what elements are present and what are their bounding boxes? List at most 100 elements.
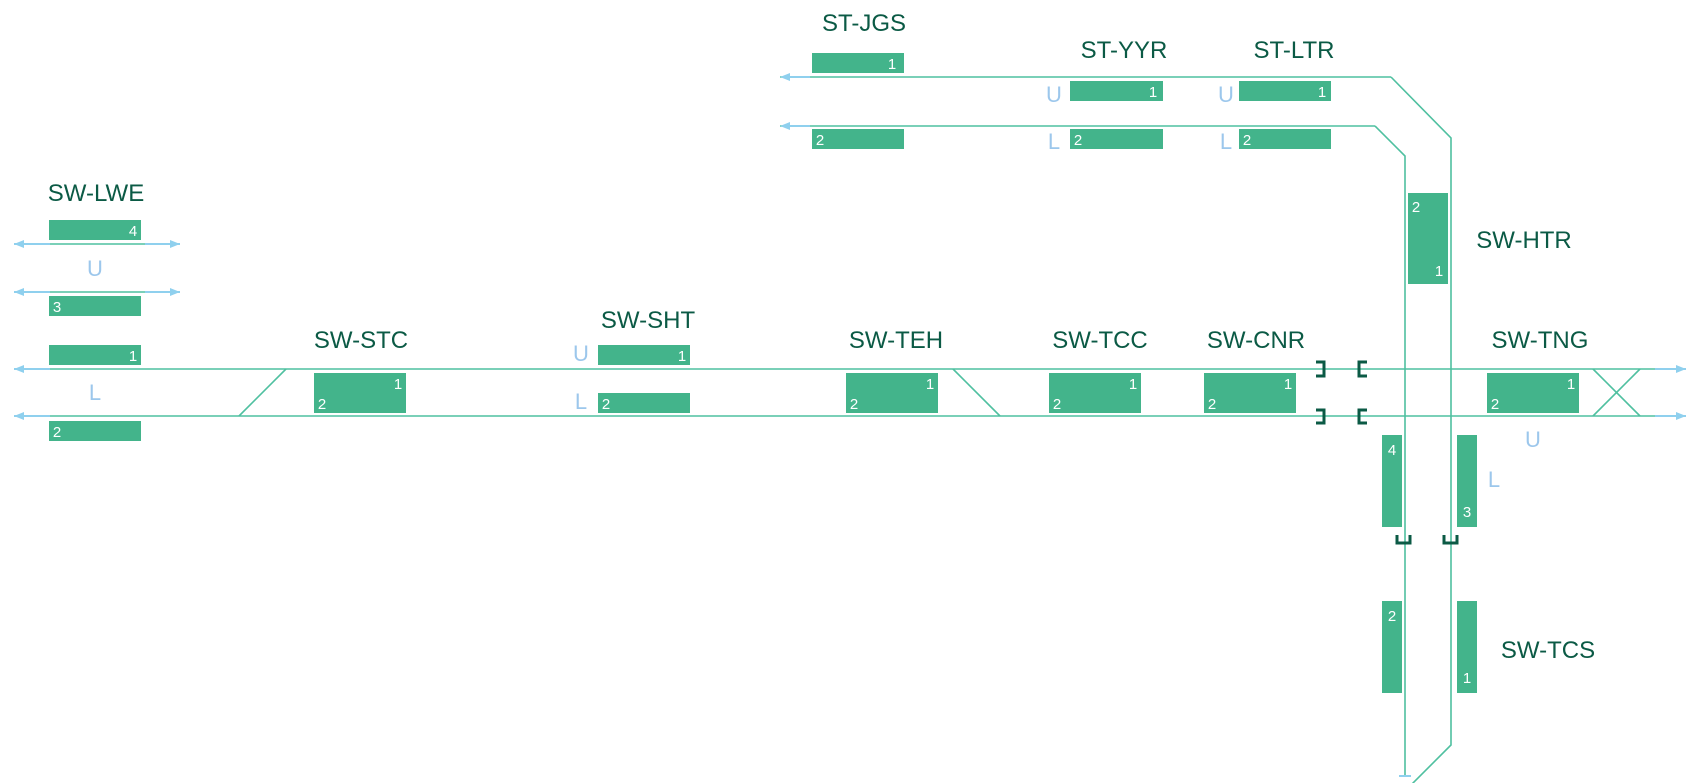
station-label-sw-stc: SW-STC [314,327,408,354]
platform-lwe-1[interactable] [49,345,141,365]
platform-yyr-2[interactable] [1070,129,1163,149]
platform-stc[interactable] [314,373,406,413]
platform-tcc[interactable] [1049,373,1141,413]
track-lines [20,76,1670,783]
platform-number: 3 [1463,504,1471,521]
crossover-teh [952,368,1001,417]
station-label-sw-tcc: SW-TCC [1052,327,1148,354]
platform-number: 1 [1318,84,1326,101]
station-label-sw-htr: SW-HTR [1476,227,1572,254]
station-label-st-yyr: ST-YYR [1081,37,1168,64]
station-label-sw-sht: SW-SHT [601,307,696,334]
platform-number: 1 [1149,84,1157,101]
track-line-top-lower-curve [1374,125,1406,775]
platform-teh[interactable] [846,373,938,413]
arrow-right-icon [1676,365,1686,373]
arrow-right-icon [1676,412,1686,420]
platform-number: 1 [678,348,686,365]
platform-number: 2 [1074,132,1082,149]
arrow-right-icon [170,288,180,296]
track-label-upper: U [1218,82,1234,107]
platform-number: 3 [53,299,61,316]
platform-number: 2 [318,396,326,413]
platform-branch-4[interactable] [1382,435,1402,527]
platform-htr[interactable] [1408,193,1448,284]
arrow-left-icon [780,73,790,81]
buffer-stop-icon [1357,360,1367,378]
crossover-tng-b [1592,368,1641,417]
platform-number: 2 [850,396,858,413]
track-label-lower: L [89,380,101,405]
platform-ltr-1[interactable] [1239,81,1331,101]
track-end-arrows [14,73,1686,777]
buffer-stop-icon [1316,408,1326,425]
station-label-st-ltr: ST-LTR [1254,37,1335,64]
platform-number: 2 [1243,132,1251,149]
platform-tng[interactable] [1487,373,1579,413]
arrow-left-icon [14,288,24,296]
platform-number: 1 [1129,376,1137,393]
platform-number: 2 [602,396,610,413]
arrow-left-icon [14,365,24,373]
platforms: 1 2 1 2 1 2 2 1 4 3 1 2 1 2 1 2 [49,53,1579,693]
platform-tcs-1[interactable] [1457,601,1477,693]
platform-lwe-2[interactable] [49,421,141,441]
buffer-stop-icon [1357,408,1367,425]
platform-yyr-1[interactable] [1070,81,1163,101]
platform-number: 1 [926,376,934,393]
station-label-sw-teh: SW-TEH [849,327,943,354]
platform-sht-2[interactable] [598,393,690,413]
platform-cnr[interactable] [1204,373,1296,413]
platform-number: 1 [1435,263,1443,280]
track-label-lower: L [1048,129,1060,154]
platform-number: 1 [1284,376,1292,393]
platform-jgs-1[interactable] [812,53,904,73]
station-label-st-jgs: ST-JGS [822,10,906,37]
crossover-stc [238,368,287,417]
platform-number: 2 [1388,608,1396,625]
station-labels: SW-LWE ST-JGS ST-YYR ST-LTR SW-HTR SW-ST… [48,10,1595,664]
platform-number: 1 [1463,670,1471,687]
arrow-left-icon [14,240,24,248]
station-label-sw-cnr: SW-CNR [1207,327,1305,354]
platform-number: 2 [1053,396,1061,413]
track-label-lower: L [575,389,587,414]
platform-number: 1 [394,376,402,393]
platform-number: 4 [1388,442,1396,459]
track-label-upper: U [1525,427,1541,452]
platform-number: 4 [129,223,137,240]
platform-ltr-2[interactable] [1239,129,1331,149]
buffer-stops [1316,360,1459,545]
platform-number: 2 [1412,199,1420,216]
arrow-left-icon [780,122,790,130]
platform-number: 1 [888,56,896,73]
track-label-lower: L [1488,467,1500,492]
buffer-stop-icon [1442,535,1459,545]
platform-branch-3[interactable] [1457,435,1477,527]
platform-number: 2 [1491,396,1499,413]
track-line-top-upper-curve [1390,76,1452,783]
platform-lwe-4[interactable] [49,220,141,240]
platform-sht-1[interactable] [598,345,690,365]
track-label-upper: U [1046,82,1062,107]
platform-lwe-3[interactable] [49,296,141,316]
platform-tcs-2[interactable] [1382,601,1402,693]
track-labels: U L U L U L U L U L [87,82,1541,492]
arrow-right-icon [170,240,180,248]
arrow-left-icon [14,412,24,420]
track-label-upper: U [87,256,103,281]
track-label-upper: U [573,341,589,366]
station-label-sw-tcs: SW-TCS [1501,637,1595,664]
station-label-sw-tng: SW-TNG [1492,327,1589,354]
platform-number: 2 [53,424,61,441]
track-label-lower: L [1220,129,1232,154]
buffer-stop-icon [1316,360,1326,378]
station-label-sw-lwe: SW-LWE [48,180,144,207]
platform-number: 1 [1567,376,1575,393]
platform-jgs-2[interactable] [812,129,904,149]
buffer-stop-icon [1395,535,1412,545]
platform-number: 1 [129,348,137,365]
platform-number: 2 [816,132,824,149]
platform-number: 2 [1208,396,1216,413]
